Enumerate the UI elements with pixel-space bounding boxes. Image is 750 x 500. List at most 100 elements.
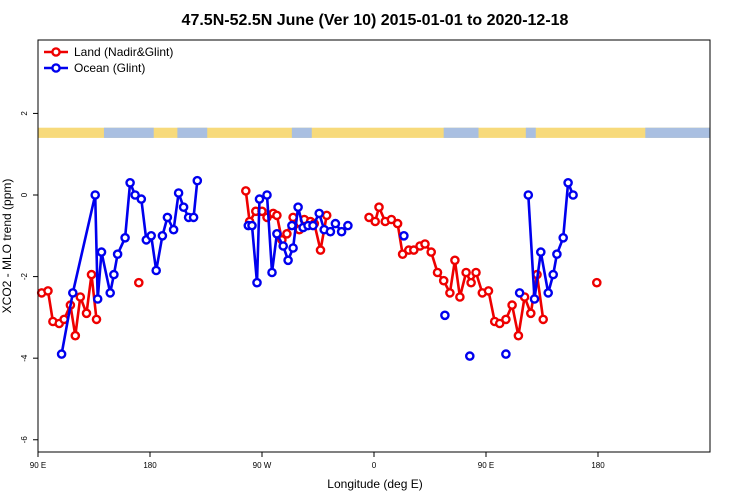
- chart-title: 47.5N-52.5N June (Ver 10) 2015-01-01 to …: [182, 12, 569, 29]
- ocean-point-11: [130, 190, 140, 200]
- land-point-28: [321, 210, 332, 221]
- land-point-55: [513, 330, 524, 341]
- ocean-point-26: [252, 277, 262, 288]
- ocean-point-49: [514, 288, 525, 298]
- land-point-42: [438, 275, 449, 286]
- land-series: [36, 186, 602, 341]
- plot-frame: [37, 39, 711, 453]
- land-band: [38, 127, 710, 138]
- ocean-point-51: [529, 294, 540, 304]
- land-point-37: [408, 245, 419, 255]
- legend-label-1: Land (Nadir&Glint): [74, 45, 173, 59]
- land-point-53: [501, 314, 511, 325]
- ocean-point-1: [56, 349, 67, 359]
- land-point-30: [370, 216, 381, 227]
- land-point-8: [75, 292, 86, 302]
- land-point-46: [461, 267, 471, 278]
- ocean-point-44: [287, 220, 297, 231]
- ocean-band-span-1: [103, 127, 154, 138]
- ocean-point-25: [247, 220, 257, 231]
- land-ocean-band: [38, 127, 710, 138]
- ocean-point-9: [120, 232, 130, 243]
- land-point-45: [455, 292, 465, 302]
- ocean-point-22: [188, 212, 199, 223]
- land-point-34: [392, 218, 403, 229]
- x-tick-label-1: 90 E: [30, 461, 46, 470]
- ocean-point-53: [543, 288, 554, 298]
- ocean-point-52: [536, 247, 546, 257]
- x-axis-label: Longitude (deg E): [327, 477, 422, 491]
- x-tick-label-6: 180: [591, 461, 605, 470]
- ocean-point-46: [440, 310, 450, 321]
- ocean-point-56: [558, 232, 569, 243]
- land-point-48: [471, 267, 481, 278]
- ocean-point-43: [343, 220, 353, 231]
- land-point-27: [315, 245, 326, 255]
- land-point-21: [282, 228, 292, 239]
- ocean-point-27: [254, 194, 265, 204]
- land-point-9: [81, 308, 92, 319]
- land-point-54: [507, 300, 517, 310]
- ocean-band-span-4: [443, 127, 479, 138]
- ocean-point-4: [92, 294, 103, 304]
- ocean-point-45: [399, 230, 409, 241]
- x-tick-label-4: 0: [372, 461, 377, 470]
- ocean-point-16: [157, 230, 168, 241]
- ocean-point-20: [178, 202, 189, 212]
- ocean-point-55: [552, 249, 562, 259]
- ocean-band-span-5: [525, 127, 536, 138]
- y-tick-label-2: -4: [20, 354, 29, 362]
- ocean-line-1: [60, 180, 199, 355]
- ocean-point-14: [146, 230, 156, 241]
- x-tick-label-3: 90 W: [253, 461, 272, 470]
- land-point-50: [483, 286, 494, 296]
- ocean-point-30: [272, 228, 282, 239]
- land-point-57: [526, 308, 536, 319]
- legend-label-2: Ocean (Glint): [74, 61, 145, 75]
- ocean-point-29: [267, 267, 277, 278]
- ocean-band-span-3: [291, 127, 312, 138]
- ocean-point-12: [136, 194, 147, 204]
- land-point-2: [43, 286, 53, 296]
- ocean-point-31: [278, 241, 289, 251]
- land-point-33: [386, 214, 397, 225]
- land-point-29: [364, 212, 374, 223]
- land-point-19: [272, 210, 282, 221]
- ocean-point-3: [90, 190, 100, 200]
- y-tick-label-3: -2: [20, 272, 29, 280]
- ocean-point-42: [336, 226, 347, 237]
- land-point-43: [445, 288, 455, 298]
- land-point-35: [397, 249, 408, 259]
- land-point-44: [450, 255, 460, 266]
- ocean-point-8: [112, 249, 123, 259]
- series-layer: [36, 175, 602, 361]
- ocean-series: [56, 175, 578, 361]
- ocean-point-5: [96, 247, 107, 257]
- ocean-band-span-2: [177, 127, 208, 138]
- legend: Land (Nadir&Glint) Ocean (Glint): [44, 45, 173, 75]
- y-tick-label-5: 2: [20, 111, 29, 116]
- ocean-point-41: [330, 218, 341, 229]
- ocean-band-span-6: [645, 127, 710, 138]
- ocean-point-2: [68, 288, 78, 298]
- y-axis-label: XCO2 - MLO trend (ppm): [0, 179, 14, 314]
- y-tick-label-4: 0: [20, 192, 29, 197]
- ocean-point-15: [151, 265, 161, 276]
- ocean-point-18: [168, 224, 179, 235]
- ocean-point-6: [105, 288, 115, 298]
- land-point-10: [86, 269, 97, 280]
- land-point-12: [133, 277, 144, 288]
- y-tick-label-1: -6: [20, 436, 29, 444]
- ocean-point-10: [125, 177, 135, 188]
- ocean-point-48: [501, 349, 511, 359]
- ocean-point-7: [109, 269, 119, 280]
- axes: 90 E 180 90 W 0 90 E 180 -6 -4 -2 0 2: [20, 111, 605, 470]
- land-point-41: [432, 267, 443, 278]
- ocean-point-50: [523, 190, 534, 200]
- land-point-13: [240, 186, 251, 196]
- land-point-60: [592, 277, 602, 288]
- land-point-31: [374, 202, 384, 212]
- ocean-point-19: [173, 188, 184, 198]
- ocean-point-32: [283, 255, 293, 266]
